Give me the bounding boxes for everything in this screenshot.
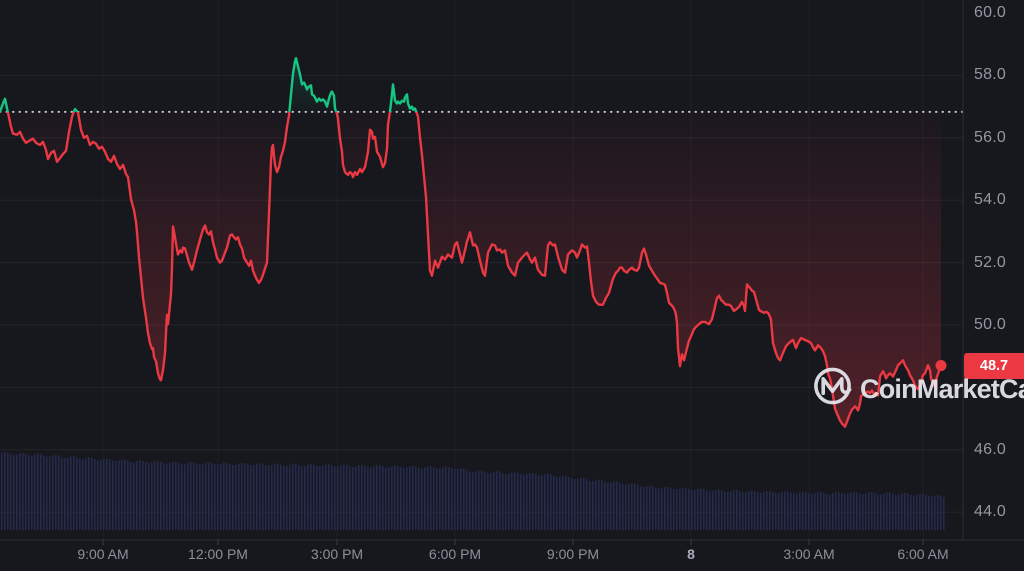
y-axis-label: 50.0 [974, 316, 1006, 333]
x-axis-label: 6:00 PM [428, 546, 482, 562]
x-axis-label: 9:00 AM [77, 546, 129, 562]
x-axis-label: 3:00 PM [310, 546, 364, 562]
y-axis-label: 44.0 [974, 503, 1006, 520]
current-price-badge: 48.7 [964, 353, 1024, 379]
current-price-dot [935, 360, 947, 372]
y-axis-label: 56.0 [974, 129, 1006, 146]
volume-bars [1, 452, 945, 530]
x-axis-label: 12:00 PM [188, 546, 248, 562]
y-axis-label: 58.0 [974, 66, 1006, 83]
area-fill-below-reference [7, 111, 941, 427]
x-axis-label: 8 [687, 546, 695, 562]
x-axis-label: 9:00 PM [546, 546, 600, 562]
y-axis-label: 60.0 [974, 4, 1006, 21]
y-axis-label: 46.0 [974, 441, 1006, 458]
x-axis-label: 6:00 AM [897, 546, 949, 562]
y-axis-label: 54.0 [974, 191, 1006, 208]
x-axis-label: 3:00 AM [783, 546, 835, 562]
price-line-red [0, 111, 943, 428]
y-axis-label: 52.0 [974, 254, 1006, 271]
